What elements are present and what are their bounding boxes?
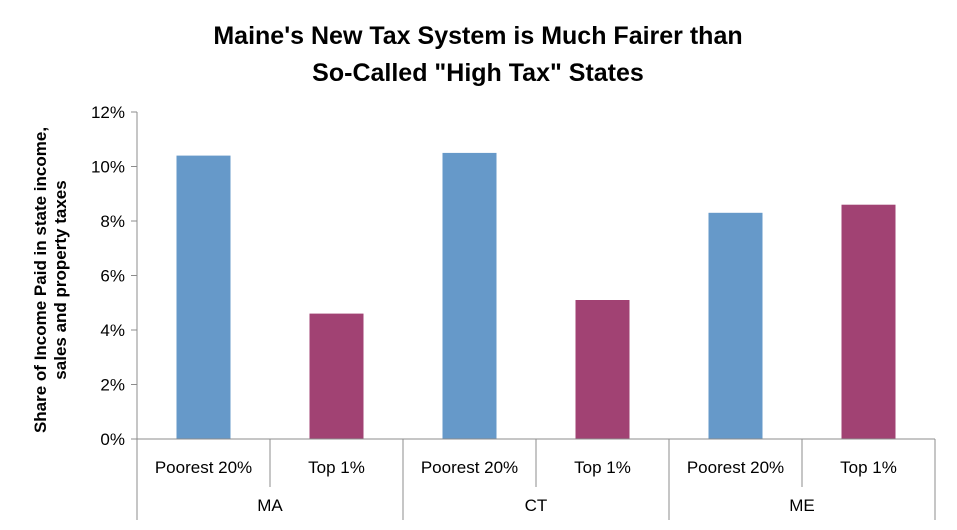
x-axis: Poorest 20% Top 1% Poorest 20% Top 1% Poores… xyxy=(136,438,936,520)
bars xyxy=(176,152,896,439)
bar xyxy=(841,204,896,439)
bar xyxy=(442,152,497,439)
y-tick-label: 6% xyxy=(100,267,125,286)
chart-title: Maine's New Tax System is Much Fairer th… xyxy=(213,22,742,87)
x-tick-label: Top 1% xyxy=(308,458,365,477)
x-tick-label: Poorest 20% xyxy=(155,458,252,477)
bar xyxy=(176,155,231,439)
bar xyxy=(708,212,763,439)
x-tick-label: Top 1% xyxy=(840,458,897,477)
y-tick-label: 8% xyxy=(100,212,125,231)
chart-title-line-2: So-Called "High Tax" States xyxy=(312,59,644,87)
chart-title-line-1: Maine's New Tax System is Much Fairer th… xyxy=(213,22,742,50)
y-tick-label: 4% xyxy=(100,321,125,340)
y-tick-label: 2% xyxy=(100,376,125,395)
x-group-label: CT xyxy=(525,496,548,515)
x-tick-label: Poorest 20% xyxy=(421,458,518,477)
y-tick-label: 12% xyxy=(91,103,125,122)
y-axis-label-line-2: sales and property taxes xyxy=(51,180,70,379)
x-group-label: MA xyxy=(257,496,283,515)
y-axis: 0% 2% 4% 6% 8% 10% 12% xyxy=(91,103,138,449)
x-group-label: ME xyxy=(789,496,815,515)
x-tick-label: Top 1% xyxy=(574,458,631,477)
y-tick-label: 10% xyxy=(91,158,125,177)
y-axis-label: Share of Income Paid in state income, sa… xyxy=(31,127,70,433)
y-tick-label: 0% xyxy=(100,430,125,449)
x-tick-label: Poorest 20% xyxy=(687,458,784,477)
bar xyxy=(575,300,630,439)
bar xyxy=(309,313,364,439)
y-axis-label-line-1: Share of Income Paid in state income, xyxy=(31,127,50,433)
